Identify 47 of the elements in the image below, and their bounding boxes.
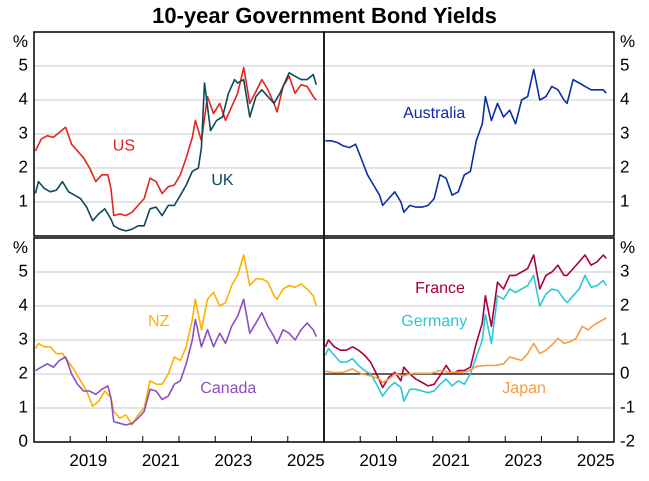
- y-tick-label: 0: [620, 363, 630, 382]
- series-label: Germany: [401, 312, 468, 330]
- y-tick-label: 1: [620, 329, 630, 348]
- x-tick-label: 2019: [69, 451, 108, 470]
- line-series: [34, 254, 318, 426]
- x-tick-label: 2019: [359, 451, 398, 470]
- y-tick-label: 2: [18, 157, 28, 176]
- y-tick-label: -2: [620, 431, 636, 450]
- series-label: UK: [211, 172, 234, 190]
- x-tick-label: 2021: [142, 451, 180, 470]
- y-tick-label: 5: [18, 55, 28, 74]
- y-axis-title: %: [620, 32, 636, 51]
- x-tick-label: 2025: [576, 451, 615, 470]
- y-tick-label: 2: [620, 295, 630, 314]
- y-tick-label: 1: [18, 191, 28, 210]
- line-series: [324, 68, 608, 213]
- y-tick-label: 5: [620, 55, 630, 74]
- y-tick-label: 2: [18, 363, 28, 382]
- y-axis-title: %: [12, 32, 28, 51]
- y-axis-title: %: [12, 238, 28, 257]
- y-tick-label: 5: [18, 261, 28, 280]
- y-tick-label: 2: [620, 157, 630, 176]
- y-tick-label: 4: [18, 295, 28, 314]
- x-tick-label: 2023: [214, 451, 252, 470]
- chart-title: 10-year Government Bond Yields: [152, 3, 497, 28]
- y-tick-label: 0: [18, 431, 28, 450]
- y-tick-label: 1: [620, 191, 630, 210]
- x-tick-label: 2021: [432, 451, 470, 470]
- y-axis-title: %: [620, 238, 636, 257]
- series-label: US: [112, 137, 136, 154]
- y-tick-label: 3: [18, 329, 28, 348]
- x-tick-label: 2023: [504, 451, 542, 470]
- series-label: Japan: [502, 380, 546, 398]
- line-series: [34, 298, 318, 426]
- series-label: Canada: [200, 380, 256, 398]
- series-label: NZ: [148, 312, 170, 330]
- y-tick-label: -1: [620, 397, 636, 416]
- x-tick-label: 2025: [286, 451, 325, 470]
- series-label: France: [415, 280, 465, 298]
- y-tick-label: 3: [620, 261, 630, 280]
- y-tick-label: 1: [18, 397, 28, 416]
- y-tick-label: 3: [620, 123, 630, 142]
- y-tick-label: 3: [18, 123, 28, 142]
- line-series: [324, 274, 608, 402]
- series-label: Australia: [403, 104, 466, 122]
- y-tick-label: 4: [620, 89, 630, 108]
- y-tick-label: 4: [18, 89, 28, 108]
